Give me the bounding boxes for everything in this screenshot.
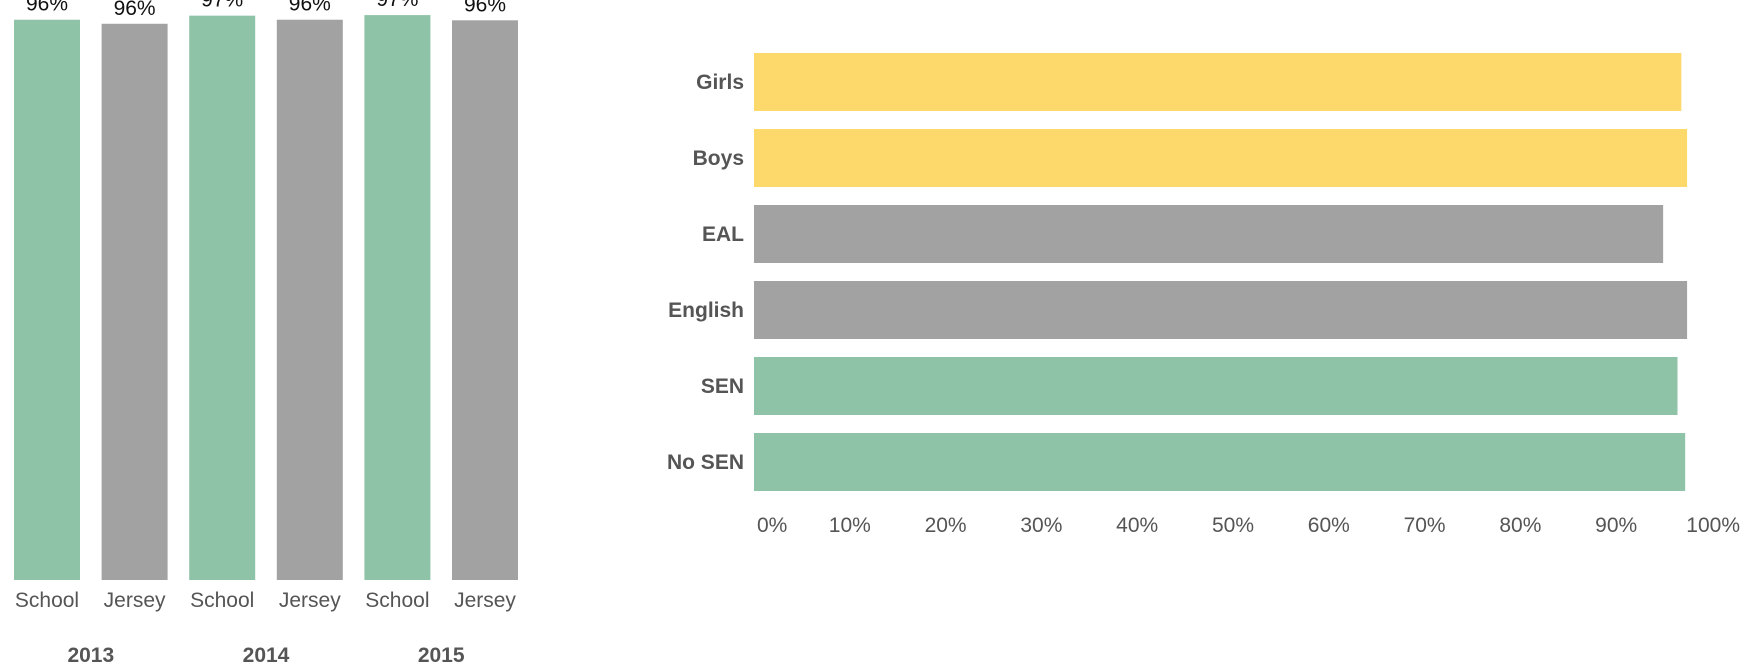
bar-2015-jersey xyxy=(452,20,518,581)
x-tick-label: 80% xyxy=(1499,514,1541,537)
category-label-2014-jersey: Jersey xyxy=(279,589,341,612)
hbar-label-no-sen: No SEN xyxy=(667,451,744,474)
value-label-2013-school: 96% xyxy=(26,0,68,16)
x-tick-label: 100% xyxy=(1686,514,1740,537)
hbar-no-sen xyxy=(754,433,1686,491)
hbar-label-eal: EAL xyxy=(702,223,744,246)
value-label-2015-jersey: 96% xyxy=(464,0,506,16)
hbar-label-english: English xyxy=(668,299,744,322)
bar-2014-school xyxy=(189,15,256,581)
x-tick-label: 40% xyxy=(1116,514,1158,537)
x-tick-label: 50% xyxy=(1212,514,1254,537)
bar-2013-school xyxy=(14,19,80,581)
category-label-2013-jersey: Jersey xyxy=(104,589,166,612)
x-tick-label: 70% xyxy=(1404,514,1446,537)
category-label-2015-jersey: Jersey xyxy=(454,589,516,612)
category-label-2014-school: School xyxy=(190,589,254,612)
value-label-2015-school: 97% xyxy=(376,0,418,11)
hbar-english xyxy=(754,281,1688,339)
bar-2014-jersey xyxy=(276,19,343,581)
category-label-2013-school: School xyxy=(15,589,79,612)
x-tick-label: 90% xyxy=(1595,514,1637,537)
x-tick-label: 20% xyxy=(925,514,967,537)
hbar-sen xyxy=(754,357,1678,415)
x-tick-label: 60% xyxy=(1308,514,1350,537)
group-label-2015: 2015 xyxy=(418,644,465,665)
hbar-label-girls: Girls xyxy=(696,71,744,94)
hbar-label-sen: SEN xyxy=(701,375,744,398)
value-label-2014-jersey: 96% xyxy=(289,0,331,16)
group-label-2014: 2014 xyxy=(243,644,290,665)
x-tick-label: 0% xyxy=(757,514,787,537)
bar-2013-jersey xyxy=(101,23,168,580)
value-label-2013-jersey: 96% xyxy=(114,0,156,20)
category-label-2015-school: School xyxy=(365,589,429,612)
hbar-boys xyxy=(754,129,1688,187)
x-tick-label: 10% xyxy=(829,514,871,537)
hbar-label-boys: Boys xyxy=(693,147,744,170)
hbar-girls xyxy=(754,53,1682,111)
value-label-2014-school: 97% xyxy=(201,0,243,12)
hbar-eal xyxy=(754,205,1664,263)
bar-2015-school xyxy=(364,15,431,580)
x-tick-label: 30% xyxy=(1020,514,1062,537)
group-label-2013: 2013 xyxy=(67,644,114,665)
